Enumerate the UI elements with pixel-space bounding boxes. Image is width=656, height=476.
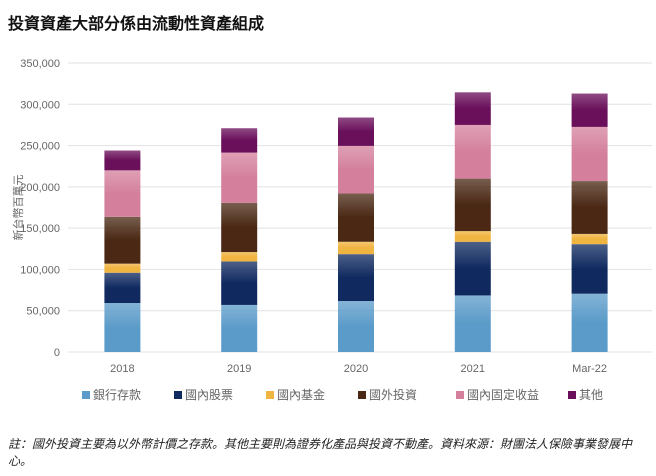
legend-label: 國內基金 [277, 388, 326, 402]
legend-label: 國內固定收益 [467, 388, 540, 402]
bar-segment [338, 301, 374, 352]
bar-segment [104, 150, 141, 171]
legend-item: 國外投資 [358, 386, 417, 403]
y-tick-label: 0 [54, 347, 60, 359]
bar-segment [571, 293, 608, 352]
legend-item: 國內基金 [266, 386, 325, 403]
legend-item: 國內固定收益 [456, 386, 539, 403]
y-tick-label: 150,000 [20, 223, 60, 235]
y-axis-label: 新台幣百萬元 [11, 175, 25, 241]
bar-segment [571, 233, 608, 245]
x-tick-label: Mar-22 [572, 363, 607, 375]
bar-segment [571, 93, 608, 127]
y-tick-label: 300,000 [20, 99, 60, 111]
bar-segment [221, 261, 258, 305]
bar-segment [571, 244, 608, 294]
bar-segment [338, 254, 374, 302]
bar-segment [454, 124, 491, 179]
y-tick-label: 50,000 [26, 306, 60, 318]
y-tick-label: 350,000 [20, 58, 60, 70]
bar-segment [338, 145, 374, 194]
bar-segment [221, 152, 258, 203]
legend-label: 其他 [579, 388, 604, 402]
bar-segment [221, 128, 258, 153]
legend-swatch [82, 390, 90, 399]
bar-segment [221, 252, 258, 262]
legend-swatch [456, 390, 464, 399]
y-tick-label: 250,000 [20, 141, 60, 153]
chart-title: 投資資產大部分係由流動性資產組成 [8, 14, 265, 33]
legend-label: 國內股票 [185, 388, 234, 402]
bar-segment [104, 303, 141, 352]
x-tick-label: 2018 [110, 363, 134, 375]
bar-segment [571, 181, 608, 234]
stacked-bar-chart: 0 50,000 100,000 150,000 200,000 250,000 300,0… [11, 58, 652, 375]
legend-swatch [568, 390, 576, 399]
legend-item: 其他 [568, 386, 603, 403]
legend-swatch [266, 390, 274, 399]
legend-label: 國外投資 [369, 388, 418, 402]
bar-segment [104, 216, 141, 264]
x-tick-label: 2019 [227, 363, 251, 375]
legend-item: 國內股票 [174, 386, 233, 403]
bar-segment [338, 241, 374, 255]
bar-segment [454, 231, 491, 242]
bar-segment [104, 170, 141, 217]
legend-item: 銀行存款 [82, 386, 141, 403]
bar-segment [104, 272, 141, 304]
footnote: 註：國外投資主要為以外幣計價之存款。其他主要則為證券化產品與投資不動產。資料來源… [8, 437, 633, 468]
legend-label: 銀行存款 [93, 388, 142, 402]
bar-segment [338, 193, 374, 242]
y-tick-label: 200,000 [20, 182, 60, 194]
bar-segment [454, 178, 491, 232]
legend-swatch [358, 390, 366, 399]
bar-segment [338, 117, 374, 146]
x-tick-label: 2021 [461, 363, 485, 375]
bar-segment [571, 126, 608, 182]
x-tick-label: 2020 [344, 363, 368, 375]
bar-segment [221, 202, 258, 253]
bar-segment [454, 241, 491, 296]
bar-segment [104, 263, 141, 273]
bar-segment [454, 295, 491, 352]
bar-segment [221, 304, 258, 352]
bar-segment [454, 92, 491, 125]
y-tick-label: 100,000 [20, 264, 60, 276]
legend-swatch [174, 390, 182, 399]
